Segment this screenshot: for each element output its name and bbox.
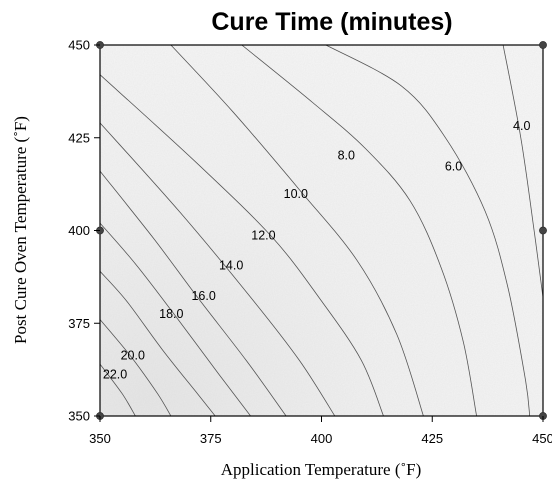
contour-label: 12.0 [251, 229, 275, 243]
x-axis-label: Application Temperature (˚F) [221, 460, 422, 479]
y-tick-label: 425 [68, 130, 90, 145]
contour-label: 18.0 [159, 307, 183, 321]
contour-label: 16.0 [191, 289, 215, 303]
contour-lines [100, 45, 543, 416]
contour-label: 14.0 [219, 258, 243, 272]
contour-line [100, 170, 287, 416]
y-tick-label: 375 [68, 316, 90, 331]
contour-line [100, 271, 216, 416]
contour-line [325, 45, 531, 416]
x-tick-label: 375 [200, 431, 222, 446]
contour-labels: 4.0 6.0 8.0 10.0 12.0 14.0 16.0 18.0 20.0 22.0 [103, 119, 531, 382]
contour-line [502, 45, 543, 298]
design-point-marker [539, 41, 547, 49]
x-tick-label: 400 [311, 431, 333, 446]
contour-line [100, 363, 136, 416]
contour-line [100, 74, 384, 416]
contour-label: 10.0 [284, 187, 308, 201]
x-axis-ticks: 350 375 400 425 450 [89, 416, 552, 446]
design-point-marker [539, 226, 547, 235]
plot-texture [100, 45, 543, 416]
x-tick-label: 450 [532, 431, 552, 446]
contour-line [241, 45, 477, 416]
contour-label: 22.0 [103, 367, 127, 381]
contour-line [100, 122, 336, 416]
y-tick-label: 350 [68, 409, 90, 424]
x-tick-label: 425 [421, 431, 443, 446]
x-tick-label: 350 [89, 431, 111, 446]
y-axis-ticks: 350 375 400 425 450 [68, 38, 100, 424]
contour-label: 8.0 [338, 149, 355, 163]
chart-title: Cure Time (minutes) [211, 8, 452, 36]
contour-label: 4.0 [513, 119, 530, 133]
contour-line [100, 222, 251, 416]
contour-label: 20.0 [121, 349, 145, 363]
y-tick-label: 450 [68, 38, 90, 53]
contour-line [170, 45, 424, 416]
contour-label: 6.0 [445, 159, 462, 173]
y-axis-label: Post Cure Oven Temperature (˚F) [11, 116, 30, 344]
plot-area [99, 44, 544, 417]
contour-line [100, 319, 172, 416]
y-tick-label: 400 [68, 223, 90, 238]
